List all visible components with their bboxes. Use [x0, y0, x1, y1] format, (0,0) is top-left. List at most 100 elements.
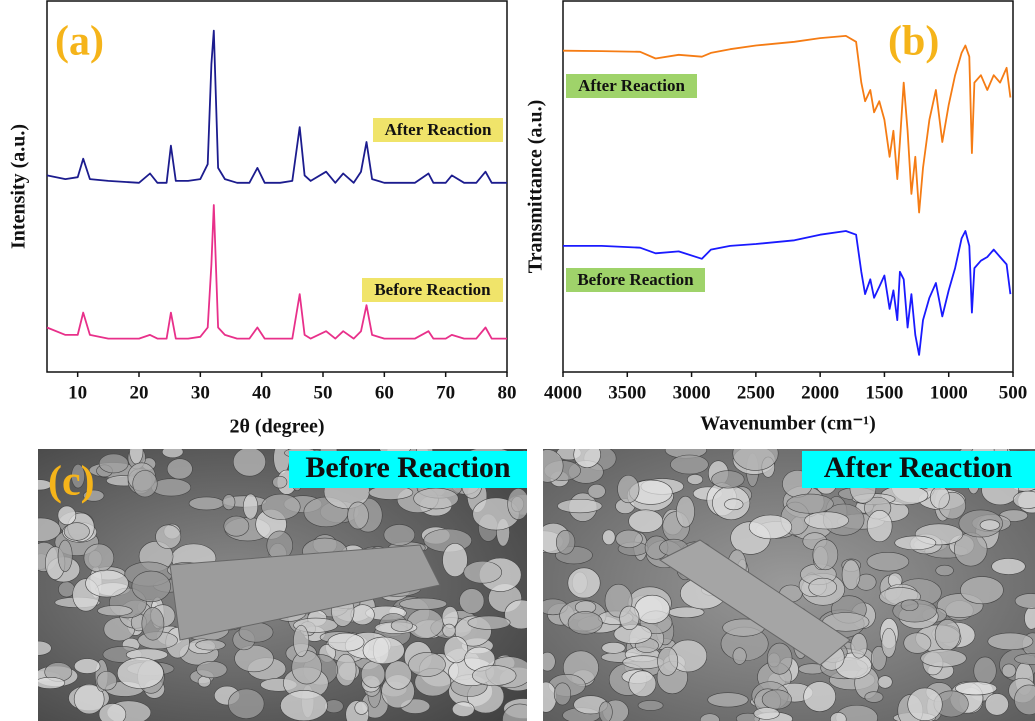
sem-flake [954, 681, 998, 696]
sem-flake [753, 707, 780, 720]
sem-flake [280, 690, 328, 721]
sem-flake [804, 511, 849, 530]
sem-flake [628, 670, 657, 698]
sem-flake [567, 567, 601, 599]
panel-label: (a) [55, 19, 104, 65]
sem-flake [73, 683, 105, 715]
sem-flake [234, 644, 274, 673]
sem-flake [291, 650, 322, 685]
x-tick-label: 10 [68, 382, 87, 403]
series-label: After Reaction [578, 76, 685, 95]
sem-flake [553, 682, 572, 706]
panel-label: (c) [48, 459, 95, 505]
series-label-box [566, 74, 697, 98]
sem-flake [467, 615, 511, 630]
sem-flake [894, 535, 937, 551]
sem-flake [98, 703, 127, 721]
sem-flake [335, 653, 357, 687]
sem-flake [634, 594, 671, 624]
sem-flake [864, 691, 884, 703]
sem-flake [116, 657, 164, 689]
x-tick-label: 3000 [673, 382, 711, 403]
sem-flake [903, 632, 932, 654]
sem-flake [243, 493, 259, 520]
sem-flake [573, 449, 601, 468]
sem-flake [587, 483, 606, 499]
series-line [563, 230, 1012, 356]
sem-flake [808, 577, 838, 597]
sem-flake [930, 485, 950, 509]
sem-flake [724, 498, 744, 511]
sem-flake [131, 570, 171, 603]
x-tick-label: 20 [130, 382, 149, 403]
sem-flake [657, 646, 679, 676]
sem-flake [601, 641, 626, 654]
sem-flake [920, 649, 967, 668]
sem-flake [38, 640, 52, 656]
x-tick-label: 1500 [865, 382, 903, 403]
sem-flake [57, 505, 77, 526]
plot-frame [46, 0, 508, 373]
sem-flake [161, 449, 184, 459]
sem-flake [443, 636, 469, 664]
sem-flake [567, 611, 603, 635]
sem-flake [786, 493, 834, 514]
image-label: Before Reaction [305, 451, 511, 484]
x-tick-label: 2500 [737, 382, 775, 403]
series-label-box [362, 278, 503, 302]
sem-flake [63, 522, 90, 541]
y-axis-label: Transmittance (a.u.) [525, 100, 547, 274]
sem-flake [97, 605, 133, 617]
sem-flake [472, 665, 517, 686]
sem-flake [984, 693, 1009, 716]
sem-flake [935, 564, 954, 577]
sem-flake [543, 651, 556, 672]
sem-flake [866, 510, 893, 543]
image-label: After Reaction [824, 451, 1013, 484]
x-tick-label: 1000 [930, 382, 968, 403]
x-tick-label: 4000 [544, 382, 582, 403]
sem-flake [866, 552, 910, 572]
sem-flake [273, 449, 290, 475]
sem-flake [38, 479, 53, 491]
sem-flake [1001, 663, 1017, 678]
sem-flake [293, 624, 310, 657]
sem-flake [803, 681, 836, 712]
series-line [46, 204, 507, 340]
sem-flake [687, 474, 704, 485]
sem-flake [442, 623, 456, 638]
sem-rod [169, 544, 441, 641]
sem-flake [991, 558, 1026, 575]
sem-flake [57, 539, 73, 572]
x-axis-label: 2θ (degree) [229, 416, 324, 438]
sem-flake [670, 454, 709, 475]
sem-flake [602, 529, 616, 546]
panel-label: (b) [888, 19, 939, 65]
sem-texture [543, 449, 1035, 721]
sem-flake [463, 560, 502, 584]
sem-flake [452, 701, 475, 717]
sem-flake [877, 675, 893, 689]
sem-flake [132, 470, 158, 498]
sem-flake [129, 449, 144, 465]
sem-flake [557, 498, 603, 514]
series-label: Before Reaction [374, 280, 491, 299]
sem-flake [96, 671, 118, 691]
series-label-box [373, 118, 503, 142]
sem-flake [83, 489, 105, 502]
sem-flake [907, 687, 943, 721]
sem-flake [987, 632, 1034, 651]
sem-flake [399, 597, 448, 610]
sem-flake [628, 509, 664, 533]
sem-flake [98, 453, 129, 474]
sem-flake [354, 700, 369, 715]
plot-frame [562, 0, 1014, 373]
sem-flake [615, 529, 643, 548]
sem-flake [155, 524, 182, 549]
sem-flake [166, 458, 193, 480]
sem-flake [71, 463, 85, 489]
sem-flake [830, 712, 847, 721]
sem-flake [227, 688, 265, 719]
sem-flake [699, 713, 720, 721]
